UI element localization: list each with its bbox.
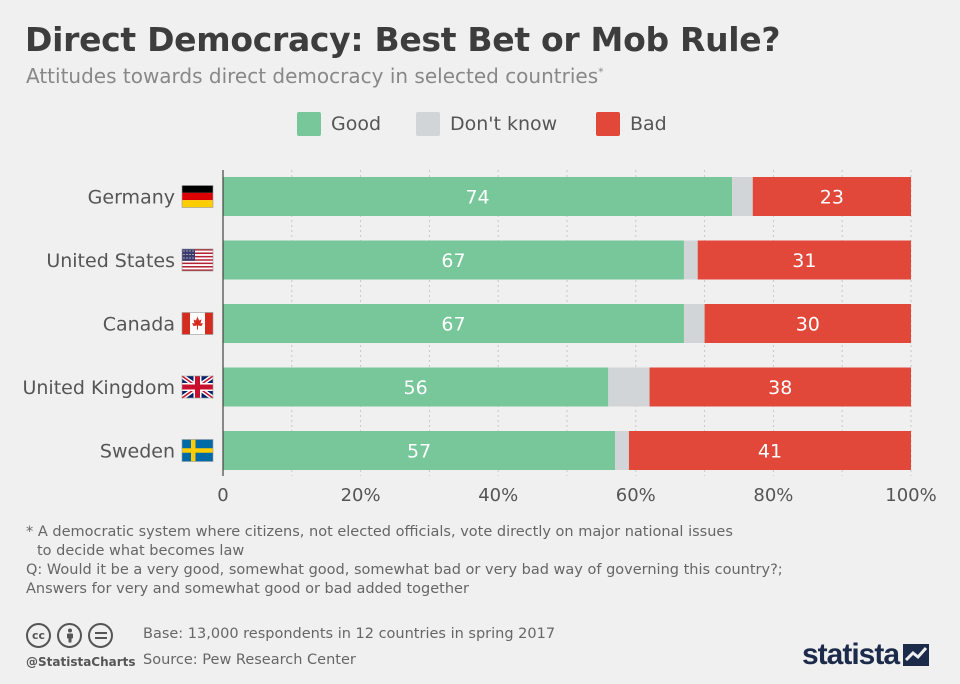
legend-item-dont-know: Don't know: [416, 111, 557, 137]
bar-bad-united-kingdom: [649, 367, 911, 407]
attribution-icon[interactable]: [57, 623, 82, 648]
bar-don-t-know-united-kingdom: [608, 367, 650, 407]
data-label-good-united-kingdom: 56: [404, 377, 428, 399]
category-label-sweden: Sweden: [100, 441, 175, 463]
footnote-question: Q: Would it be a very good, somewhat goo…: [26, 562, 783, 578]
statista-logo[interactable]: statista: [802, 638, 930, 672]
category-label-united-states: United States: [46, 250, 175, 272]
bar-good-united-kingdom: [223, 367, 609, 407]
legend-item-good: Good: [297, 111, 381, 137]
bar-good-canada: [223, 304, 684, 343]
legend-label-good: Good: [331, 113, 382, 135]
legend-label-dont-know: Don't know: [450, 113, 558, 135]
bar-bad-sweden: [628, 431, 911, 470]
stacked-bar-chart: 74 23 Germany 67 31 United States 67 30 Canada 56…: [22, 170, 937, 506]
category-label-united-kingdom: United Kingdom: [22, 377, 175, 399]
legend-label-bad: Bad: [630, 113, 667, 135]
footnote-definition: * A democratic system where citizens, no…: [26, 524, 733, 540]
x-tick-label: 100%: [885, 485, 936, 506]
no-derivatives-icon[interactable]: [88, 623, 113, 648]
source-note: Source: Pew Research Center: [143, 652, 356, 668]
footnote-question-cont: Answers for very and somewhat good or ba…: [26, 581, 469, 597]
x-tick-label: 60%: [616, 485, 656, 506]
legend-swatch-bad: [596, 112, 620, 136]
legend-swatch-good: [297, 112, 321, 136]
base-note: Base: 13,000 respondents in 12 countries…: [143, 626, 556, 642]
chart-subtitle: Attitudes towards direct democracy in se…: [26, 64, 604, 88]
bar-don-t-know-sweden: [615, 431, 629, 470]
subtitle-text: Attitudes towards direct democracy in se…: [26, 64, 599, 88]
bar-don-t-know-canada: [683, 304, 705, 343]
x-tick-label: 40%: [478, 485, 518, 506]
data-label-bad-canada: 30: [796, 314, 820, 336]
x-tick-label: 20%: [341, 485, 381, 506]
bar-don-t-know-united-states: [683, 240, 698, 280]
data-label-good-germany: 74: [465, 187, 489, 209]
data-label-good-sweden: 57: [407, 441, 431, 463]
x-tick-label: 0: [217, 485, 228, 506]
category-label-canada: Canada: [103, 314, 175, 336]
footnotes: * A democratic system where citizens, no…: [26, 523, 783, 599]
chart-title: Direct Democracy: Best Bet or Mob Rule?: [25, 20, 781, 59]
canada-flag-icon: [181, 312, 214, 335]
data-label-bad-united-states: 31: [792, 250, 816, 272]
legend: Good Don't know Bad: [0, 111, 960, 137]
bar-good-united-states: [223, 240, 684, 280]
cc-icon[interactable]: cc: [26, 623, 51, 648]
license-icons: cc: [26, 623, 113, 648]
twitter-handle[interactable]: @StatistaCharts: [26, 655, 136, 669]
subtitle-footnote-mark: *: [598, 65, 604, 79]
footnote-definition-cont: to decide what becomes law: [37, 543, 245, 559]
x-tick-label: 80%: [753, 485, 793, 506]
category-label-germany: Germany: [88, 187, 175, 209]
germany-flag-icon: [181, 185, 214, 208]
bar-bad-germany: [752, 177, 911, 216]
uk-flag-icon: [180, 374, 215, 400]
legend-swatch-dont-know: [416, 112, 440, 136]
statista-logo-text: statista: [802, 638, 900, 671]
bar-bad-canada: [704, 304, 911, 343]
bar-bad-united-states: [697, 240, 911, 280]
bar-don-t-know-germany: [732, 177, 753, 216]
bar-good-sweden: [223, 431, 616, 470]
data-label-bad-united-kingdom: 38: [768, 377, 792, 399]
statista-logo-icon: [903, 644, 930, 666]
sweden-flag-icon: [181, 439, 214, 462]
legend-item-bad: Bad: [596, 111, 667, 137]
data-label-bad-germany: 23: [820, 187, 844, 209]
bar-good-germany: [223, 177, 733, 216]
data-label-good-united-states: 67: [441, 250, 465, 272]
data-label-bad-sweden: 41: [758, 441, 782, 463]
usa-flag-icon: [181, 248, 214, 272]
data-label-good-canada: 67: [441, 314, 465, 336]
